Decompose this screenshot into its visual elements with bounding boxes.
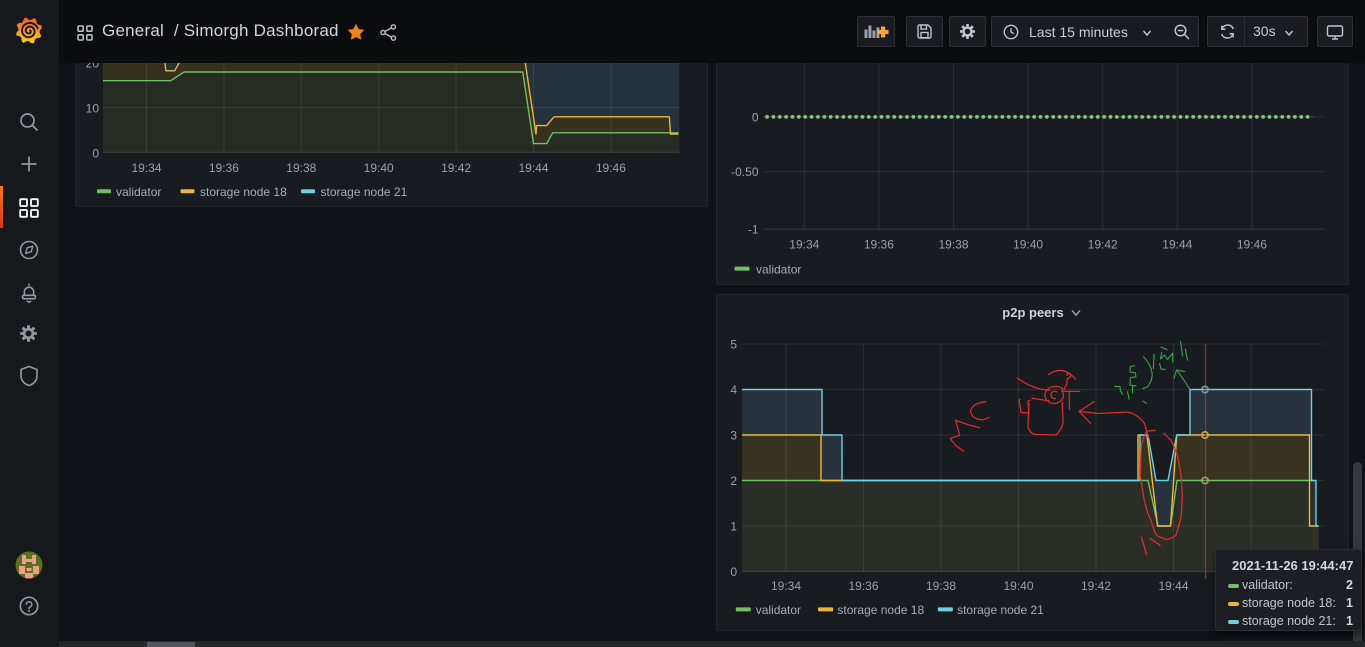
svg-text:19:40: 19:40 [364, 161, 394, 175]
svg-text:0: 0 [92, 146, 99, 160]
svg-text:19:38: 19:38 [926, 579, 956, 593]
svg-text:19:44: 19:44 [1158, 579, 1188, 593]
svg-text:storage node 18: storage node 18 [200, 185, 287, 199]
svg-text:4: 4 [730, 383, 737, 397]
svg-text:validator: validator [756, 262, 801, 276]
svg-text:10: 10 [86, 102, 100, 116]
svg-text:3: 3 [730, 429, 737, 443]
svg-text:storage node 18: storage node 18 [837, 603, 924, 617]
svg-text:19:44: 19:44 [518, 161, 548, 175]
svg-text:19:40: 19:40 [1003, 579, 1033, 593]
svg-text:storage node 21: storage node 21 [321, 185, 408, 199]
svg-text:19:40: 19:40 [1013, 238, 1043, 252]
svg-text:2: 2 [730, 474, 737, 488]
svg-text:19:44: 19:44 [1162, 238, 1192, 252]
svg-text:storage node 21: storage node 21 [957, 603, 1044, 617]
svg-text:19:36: 19:36 [848, 579, 878, 593]
svg-text:validator: validator [756, 603, 801, 617]
svg-text:19:42: 19:42 [1081, 579, 1111, 593]
svg-text:5: 5 [730, 338, 737, 352]
svg-text:0: 0 [730, 565, 737, 579]
svg-text:19:42: 19:42 [441, 161, 471, 175]
svg-text:validator: validator [116, 185, 161, 199]
svg-text:19:34: 19:34 [771, 579, 801, 593]
svg-text:19:38: 19:38 [286, 161, 316, 175]
svg-text:19:38: 19:38 [938, 238, 968, 252]
svg-text:-1: -1 [748, 223, 759, 237]
svg-text:1: 1 [730, 520, 737, 534]
svg-text:19:34: 19:34 [131, 161, 161, 175]
svg-text:-0.50: -0.50 [731, 165, 759, 179]
svg-text:19:46: 19:46 [596, 161, 626, 175]
svg-text:19:36: 19:36 [864, 238, 894, 252]
svg-text:19:34: 19:34 [789, 238, 819, 252]
svg-text:19:46: 19:46 [1237, 238, 1267, 252]
svg-text:19:42: 19:42 [1088, 238, 1118, 252]
svg-text:p2p peers: p2p peers [1002, 305, 1063, 320]
svg-text:0: 0 [752, 110, 759, 124]
svg-text:19:36: 19:36 [209, 161, 239, 175]
